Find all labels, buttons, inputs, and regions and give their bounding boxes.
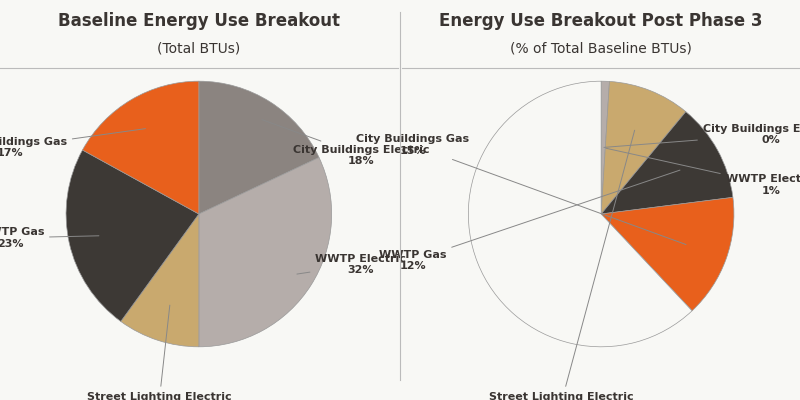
Text: Street Lighting Electric
10%: Street Lighting Electric 10% (489, 130, 634, 400)
Wedge shape (601, 82, 686, 214)
Wedge shape (601, 112, 733, 214)
Text: City Buildings Electric
0%: City Buildings Electric 0% (604, 124, 800, 147)
Wedge shape (82, 81, 199, 214)
Text: City Buildings Gas
15%: City Buildings Gas 15% (356, 134, 686, 244)
Text: City Buildings Gas
17%: City Buildings Gas 17% (0, 129, 146, 158)
Text: (Total BTUs): (Total BTUs) (158, 41, 241, 55)
Text: Energy Use Breakout Post Phase 3: Energy Use Breakout Post Phase 3 (439, 12, 763, 30)
Text: WWTP Electric
32%: WWTP Electric 32% (297, 254, 406, 275)
Text: WWTP Gas
12%: WWTP Gas 12% (379, 170, 680, 271)
Wedge shape (66, 150, 199, 322)
Text: WWTP Electric
1%: WWTP Electric 1% (606, 148, 800, 196)
Wedge shape (601, 81, 610, 214)
Wedge shape (601, 197, 734, 311)
Wedge shape (468, 81, 692, 347)
Text: Baseline Energy Use Breakout: Baseline Energy Use Breakout (58, 12, 340, 30)
Text: City Buildings Electric
18%: City Buildings Electric 18% (262, 120, 429, 166)
Wedge shape (199, 158, 332, 347)
Text: WWTP Gas
23%: WWTP Gas 23% (0, 227, 99, 249)
Wedge shape (121, 214, 199, 347)
Text: Street Lighting Electric
10%: Street Lighting Electric 10% (86, 305, 231, 400)
Wedge shape (199, 81, 319, 214)
Text: (% of Total Baseline BTUs): (% of Total Baseline BTUs) (510, 41, 692, 55)
